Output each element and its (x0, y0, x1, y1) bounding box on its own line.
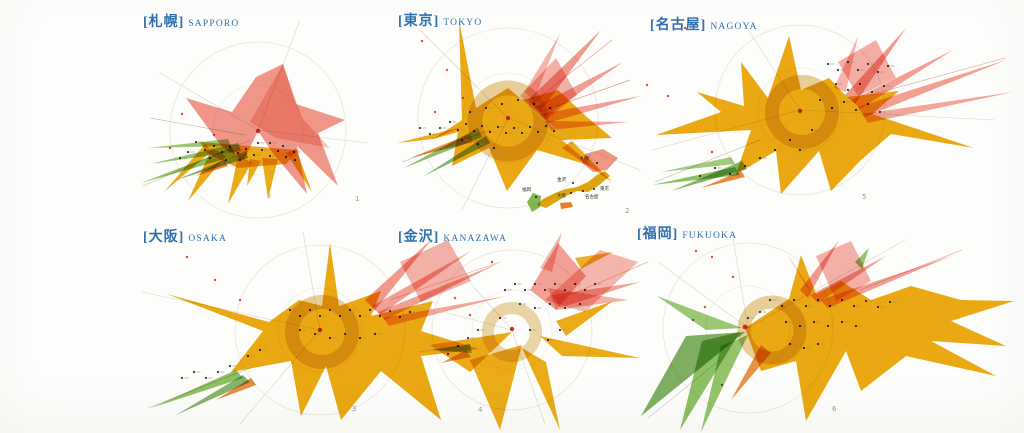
osaka-english-label: OSAKA (188, 234, 228, 244)
tokyo-english-label: TOKYO (443, 18, 483, 28)
svg-text:金沢: 金沢 (557, 176, 566, 183)
svg-text:8: 8 (267, 193, 271, 200)
fukuoka-english-label: FUKUOKA (682, 231, 738, 241)
fukuoka-kanji-label: [福岡] (637, 227, 679, 242)
svg-text:5: 5 (862, 193, 866, 201)
panel-title-tokyo: [東京] TOKYO (398, 13, 482, 29)
sapporo-kanji-label: [札幌] (143, 15, 185, 30)
sapporo-english-label: SAPPORO (188, 19, 240, 29)
panel-title-osaka: [大阪] OSAKA (143, 229, 227, 245)
svg-text:2: 2 (625, 207, 629, 215)
svg-text:1: 1 (355, 195, 359, 203)
svg-text:大阪: 大阪 (557, 192, 566, 199)
nagoya-kanji-label: [名古屋] (650, 18, 707, 33)
svg-text:札幌: 札幌 (580, 155, 589, 162)
svg-text:6: 6 (832, 405, 837, 413)
svg-text:3: 3 (352, 405, 356, 413)
svg-text:東京: 東京 (600, 185, 609, 192)
panel-title-kanazawa: [金沢] KANAZAWA (398, 229, 507, 245)
svg-text:名古屋: 名古屋 (585, 193, 599, 200)
osaka-kanji-label: [大阪] (143, 230, 185, 245)
svg-text:4: 4 (478, 406, 483, 414)
panel-title-fukuoka: [福岡] FUKUOKA (637, 226, 737, 242)
tokyo-kanji-label: [東京] (398, 14, 440, 29)
panel-title-sapporo: [札幌] SAPPORO (143, 14, 240, 30)
kanazawa-kanji-label: [金沢] (398, 230, 440, 245)
panel-title-nagoya: [名古屋] NAGOYA (650, 17, 758, 33)
nagoya-english-label: NAGOYA (710, 22, 758, 32)
svg-text:福岡: 福岡 (522, 186, 531, 193)
kanazawa-english-label: KANAZAWA (443, 234, 508, 244)
